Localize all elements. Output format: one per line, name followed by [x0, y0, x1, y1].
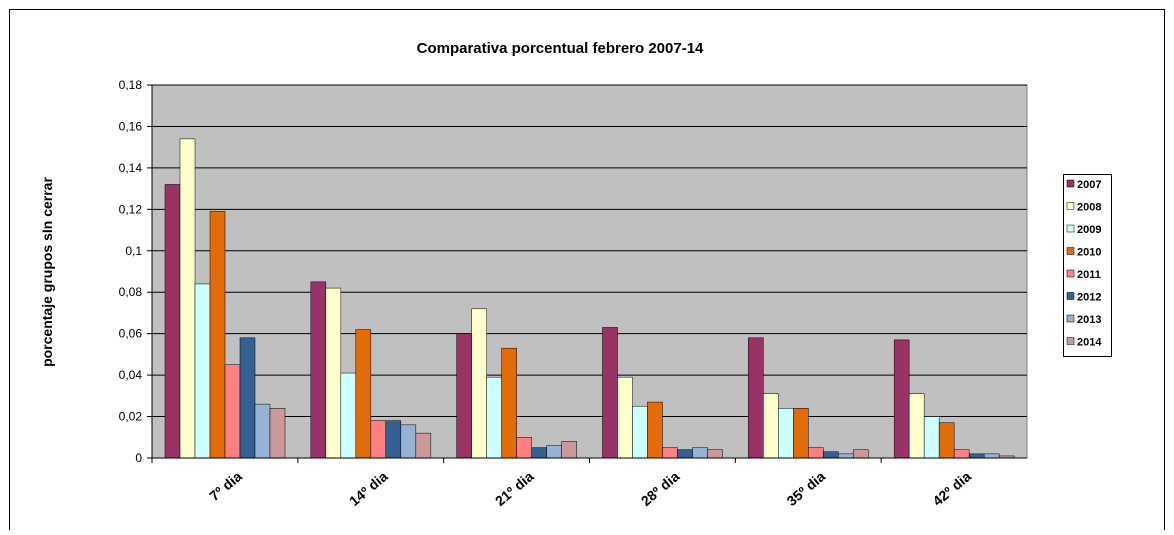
- bar: [471, 308, 487, 459]
- bar: [164, 184, 181, 459]
- bar: [808, 447, 824, 459]
- bar: [516, 437, 532, 459]
- legend-label: 2011: [1077, 269, 1101, 281]
- legend-label: 2012: [1077, 292, 1101, 304]
- legend-swatch: [1066, 247, 1075, 255]
- bar: [501, 347, 517, 459]
- bar: [340, 372, 357, 459]
- bar: [370, 420, 387, 459]
- bar: [194, 283, 211, 459]
- bar: [838, 453, 854, 459]
- legend-swatch: [1066, 292, 1075, 300]
- y-tick-label: 0: [135, 451, 142, 465]
- legend-label: 2010: [1077, 247, 1101, 259]
- legend-swatch: [1066, 202, 1075, 210]
- legend-label: 2008: [1077, 202, 1101, 214]
- bar: [325, 287, 342, 459]
- bar: [707, 449, 723, 459]
- y-tick-label: 0,14: [119, 161, 143, 175]
- bar: [546, 445, 562, 459]
- bar: [531, 447, 547, 459]
- bar: [692, 447, 708, 459]
- legend-label: 2009: [1077, 224, 1101, 236]
- bar: [486, 376, 502, 459]
- bar: [893, 339, 910, 459]
- bar: [983, 453, 1000, 459]
- bar: [968, 453, 985, 459]
- y-tick-label: 0,08: [119, 285, 143, 299]
- legend-label: 2014: [1077, 337, 1102, 349]
- legend-swatch: [1066, 224, 1075, 233]
- y-tick-label: 0,04: [119, 368, 143, 382]
- y-axis-label: porcentaje grupos sIn cerrar: [39, 177, 55, 367]
- bar: [823, 451, 839, 459]
- legend-swatch: [1066, 179, 1075, 188]
- bar: [953, 449, 970, 459]
- bar: [748, 337, 764, 459]
- bar: [617, 376, 633, 459]
- bar: [938, 422, 955, 459]
- bar: [254, 403, 271, 459]
- bar: [385, 420, 402, 459]
- plot-area: [151, 84, 1028, 459]
- legend-label: 2007: [1077, 179, 1101, 191]
- bar: [561, 441, 577, 459]
- chart-title: Comparativa porcentual febrero 2007-14: [417, 40, 704, 57]
- bar: [224, 364, 241, 459]
- bar: [908, 393, 925, 459]
- bar: [602, 327, 618, 459]
- bar: [400, 424, 417, 459]
- y-tick-label: 0,1: [125, 244, 142, 258]
- y-tick-label: 0,02: [119, 410, 143, 424]
- bar: [923, 416, 940, 459]
- bar: [415, 432, 432, 459]
- legend-swatch: [1066, 314, 1075, 323]
- bar: [456, 333, 472, 459]
- legend-swatch: [1066, 269, 1075, 278]
- y-tick-label: 0,12: [119, 202, 143, 216]
- bar: [662, 447, 678, 459]
- legend-label: 2013: [1077, 314, 1101, 326]
- bar: [677, 449, 693, 459]
- bar: [778, 408, 794, 459]
- bar: [763, 393, 779, 459]
- bar: [239, 337, 256, 459]
- y-tick-label: 0,18: [119, 78, 143, 92]
- bar: [647, 401, 663, 459]
- bar: [179, 138, 196, 459]
- bar: [793, 408, 809, 459]
- legend-swatch: [1066, 337, 1075, 345]
- bar: [853, 449, 869, 459]
- bar: [632, 405, 648, 459]
- bar: [310, 281, 327, 459]
- y-tick-label: 0,06: [119, 327, 143, 341]
- bar: [209, 211, 226, 459]
- y-tick-label: 0,16: [119, 119, 143, 133]
- bar: [269, 408, 286, 459]
- bar: [355, 329, 372, 459]
